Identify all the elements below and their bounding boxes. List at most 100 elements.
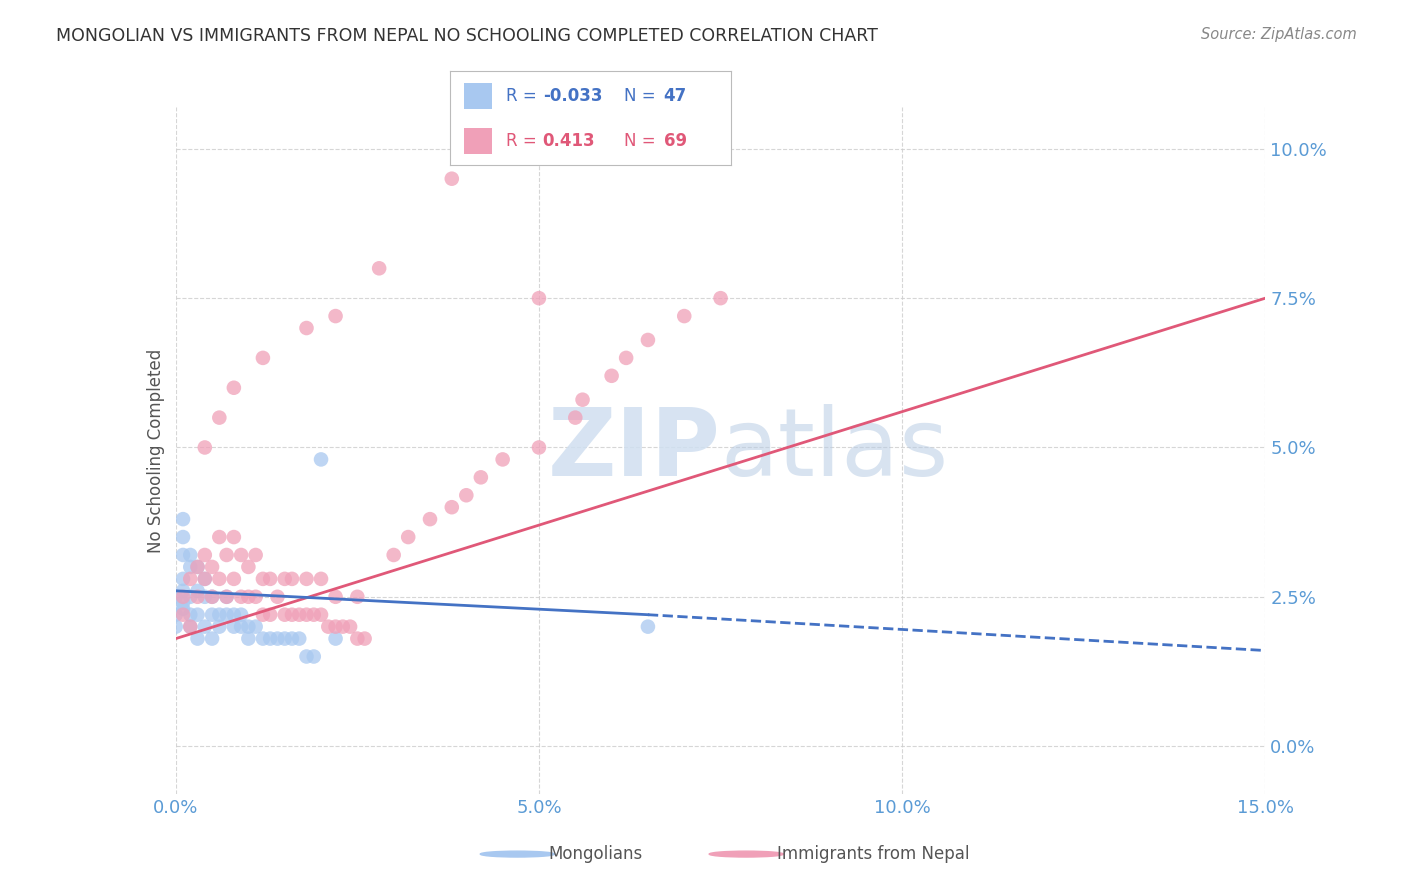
Point (222, 620, 245, 634)
Point (325, 590, 347, 604)
Point (172, 530, 194, 544)
Point (179, 607, 201, 622)
Point (245, 590, 267, 604)
Point (396, 530, 419, 544)
Point (179, 572, 201, 586)
Point (274, 607, 297, 622)
Point (325, 632, 347, 646)
Point (295, 607, 318, 622)
Point (208, 410, 231, 425)
Point (274, 632, 297, 646)
Point (346, 632, 368, 646)
Text: -0.033: -0.033 (543, 87, 602, 104)
Point (172, 601, 194, 615)
Point (332, 620, 354, 634)
Point (215, 590, 238, 604)
Point (208, 572, 231, 586)
Point (673, 309, 696, 323)
Point (281, 607, 304, 622)
Circle shape (709, 851, 783, 857)
Point (186, 560, 209, 574)
Point (309, 607, 332, 622)
Point (309, 452, 332, 467)
Point (179, 620, 201, 634)
Point (600, 368, 623, 383)
Point (179, 548, 201, 562)
Circle shape (481, 851, 554, 857)
Point (222, 381, 245, 395)
Point (309, 572, 332, 586)
Point (527, 291, 550, 305)
Point (419, 512, 441, 526)
Point (208, 530, 231, 544)
Point (245, 620, 267, 634)
Point (281, 572, 304, 586)
Point (440, 500, 463, 515)
Point (295, 649, 318, 664)
Point (252, 632, 274, 646)
Point (208, 607, 231, 622)
Point (165, 620, 187, 634)
Point (259, 572, 281, 586)
Point (382, 548, 405, 562)
Point (194, 572, 217, 586)
Text: ZIP: ZIP (548, 404, 721, 497)
Point (215, 607, 238, 622)
Point (215, 548, 238, 562)
Text: atlas: atlas (721, 404, 949, 497)
Point (346, 590, 368, 604)
Point (194, 590, 217, 604)
Point (325, 309, 347, 323)
Point (281, 632, 304, 646)
Point (215, 590, 238, 604)
Point (325, 620, 347, 634)
Point (470, 470, 492, 484)
Text: Mongolians: Mongolians (548, 845, 643, 863)
Point (440, 171, 463, 186)
Point (172, 512, 194, 526)
Text: MONGOLIAN VS IMMIGRANTS FROM NEPAL NO SCHOOLING COMPLETED CORRELATION CHART: MONGOLIAN VS IMMIGRANTS FROM NEPAL NO SC… (56, 27, 879, 45)
Point (637, 620, 659, 634)
Point (231, 590, 253, 604)
Point (186, 560, 209, 574)
Point (186, 632, 209, 646)
Point (208, 620, 231, 634)
Text: N =: N = (624, 132, 661, 150)
Point (222, 530, 245, 544)
Point (231, 607, 253, 622)
Point (353, 632, 375, 646)
Point (186, 583, 209, 598)
Point (368, 261, 391, 276)
Point (288, 632, 311, 646)
Point (492, 452, 515, 467)
Point (571, 392, 593, 407)
Text: 0.413: 0.413 (543, 132, 595, 150)
Point (201, 590, 224, 604)
Point (266, 590, 288, 604)
Point (527, 441, 550, 455)
Point (238, 590, 260, 604)
Point (274, 572, 297, 586)
Point (238, 560, 260, 574)
Point (318, 620, 340, 634)
Text: 47: 47 (664, 87, 688, 104)
Point (172, 596, 194, 610)
Point (186, 590, 209, 604)
Point (288, 607, 311, 622)
Point (172, 548, 194, 562)
Point (456, 488, 478, 502)
Point (222, 607, 245, 622)
Point (194, 441, 217, 455)
Point (165, 607, 187, 622)
Point (295, 321, 318, 335)
Point (266, 632, 288, 646)
Point (194, 572, 217, 586)
Point (238, 620, 260, 634)
Y-axis label: No Schooling Completed: No Schooling Completed (146, 349, 165, 552)
Text: Immigrants from Nepal: Immigrants from Nepal (778, 845, 970, 863)
Point (179, 590, 201, 604)
Point (564, 410, 586, 425)
Point (194, 548, 217, 562)
Point (201, 590, 224, 604)
Point (252, 607, 274, 622)
